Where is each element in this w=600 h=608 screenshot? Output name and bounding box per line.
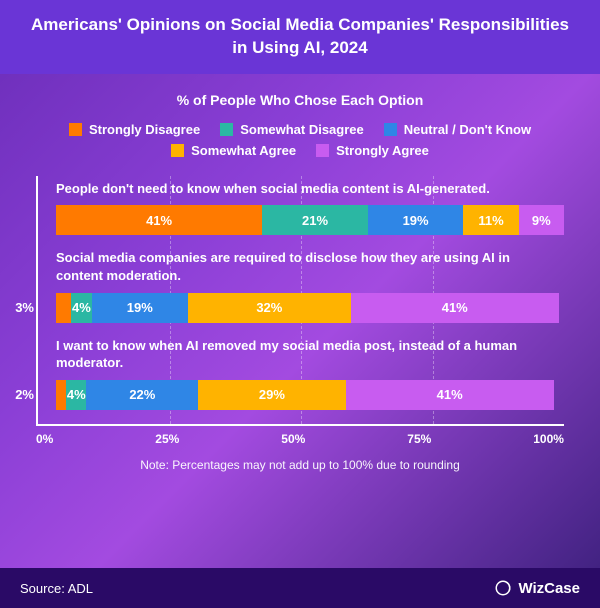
bar-segment: 41% <box>351 293 559 323</box>
bar-segment <box>56 380 66 410</box>
bar-segment <box>56 293 71 323</box>
legend-swatch <box>220 123 233 136</box>
bar-line: 3%4%19%32%41% <box>56 293 564 323</box>
bar-row-label: People don't need to know when social me… <box>56 180 564 198</box>
brand-icon <box>494 579 512 597</box>
legend-label: Strongly Agree <box>336 143 429 158</box>
legend-swatch <box>69 123 82 136</box>
stacked-bar: 41%21%19%11%9% <box>56 205 564 235</box>
stacked-bar: 4%22%29%41% <box>56 380 554 410</box>
legend-swatch <box>171 144 184 157</box>
brand: WizCase <box>494 579 580 597</box>
bar-segment: 29% <box>198 380 345 410</box>
bar-segment: 4% <box>66 380 86 410</box>
x-tick-label: 0% <box>36 432 53 446</box>
bar-row: I want to know when AI removed my social… <box>56 337 564 410</box>
bar-row: Social media companies are required to d… <box>56 249 564 322</box>
bar-segment: 32% <box>188 293 351 323</box>
bar-line: 2%4%22%29%41% <box>56 380 564 410</box>
legend: Strongly Disagree Somewhat Disagree Neutra… <box>0 122 600 164</box>
chart-subtitle: % of People Who Chose Each Option <box>0 92 600 108</box>
bar-segment: 19% <box>368 205 464 235</box>
x-tick-label: 25% <box>155 432 179 446</box>
x-axis-labels: 0% 25% 50% 75% 100% <box>36 432 564 446</box>
title-band: Americans' Opinions on Social Media Comp… <box>0 0 600 74</box>
bar-row-label: I want to know when AI removed my social… <box>56 337 564 372</box>
bar-segment: 9% <box>519 205 564 235</box>
legend-label: Somewhat Agree <box>191 143 296 158</box>
bar-line: 41%21%19%11%9% <box>56 205 564 235</box>
legend-item: Somewhat Agree <box>171 143 296 158</box>
bar-segment: 22% <box>86 380 198 410</box>
chart-title: Americans' Opinions on Social Media Comp… <box>30 14 570 60</box>
bar-segment: 4% <box>71 293 91 323</box>
bar-segment-outside-label: 2% <box>15 380 34 410</box>
source-label: Source: ADL <box>20 581 93 596</box>
infographic-card: Americans' Opinions on Social Media Comp… <box>0 0 600 608</box>
x-tick-label: 75% <box>407 432 431 446</box>
plot: People don't need to know when social me… <box>36 176 564 426</box>
bar-segment: 41% <box>56 205 262 235</box>
bar-segment-outside-label: 3% <box>15 293 34 323</box>
stacked-bar: 4%19%32%41% <box>56 293 559 323</box>
legend-label: Strongly Disagree <box>89 122 200 137</box>
legend-swatch <box>384 123 397 136</box>
legend-item: Strongly Agree <box>316 143 429 158</box>
bar-row-label: Social media companies are required to d… <box>56 249 564 284</box>
legend-item: Neutral / Don't Know <box>384 122 531 137</box>
legend-label: Neutral / Don't Know <box>404 122 531 137</box>
footer: Source: ADL WizCase <box>0 568 600 608</box>
legend-label: Somewhat Disagree <box>240 122 364 137</box>
legend-item: Somewhat Disagree <box>220 122 364 137</box>
x-tick-label: 100% <box>533 432 564 446</box>
legend-item: Strongly Disagree <box>69 122 200 137</box>
chart-area: People don't need to know when social me… <box>36 176 564 446</box>
bar-segment: 41% <box>346 380 554 410</box>
x-tick-label: 50% <box>281 432 305 446</box>
legend-swatch <box>316 144 329 157</box>
bar-row: People don't need to know when social me… <box>56 180 564 236</box>
bar-segment: 11% <box>463 205 518 235</box>
bar-segment: 19% <box>92 293 189 323</box>
bar-segment: 21% <box>262 205 368 235</box>
brand-label: WizCase <box>518 580 580 597</box>
rounding-note: Note: Percentages may not add up to 100%… <box>0 458 600 472</box>
